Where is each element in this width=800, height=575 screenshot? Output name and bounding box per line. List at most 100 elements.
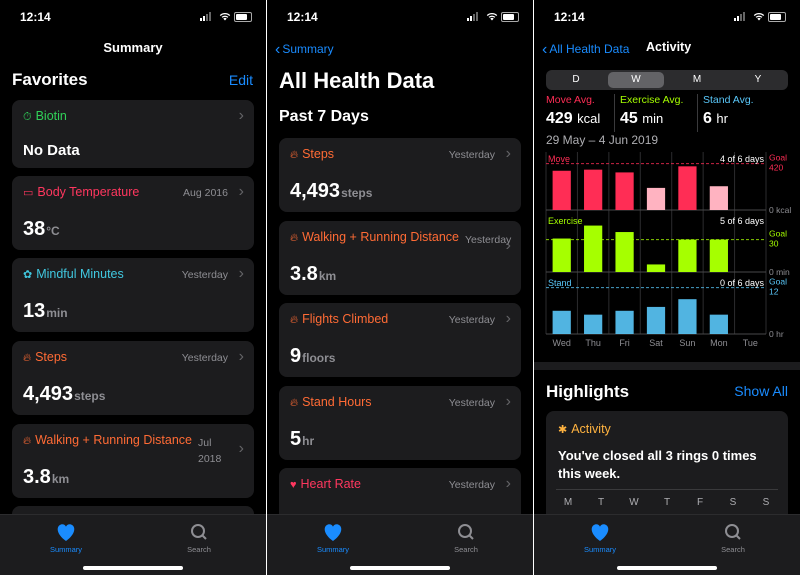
tab-label: Search (187, 545, 211, 554)
highlight-card[interactable]: ✱ Activity You've closed all 3 rings 0 ti… (546, 411, 788, 531)
card-stand-hours[interactable]: 🔥︎ Stand Hours Yesterday › 5hr (279, 386, 521, 460)
card-biotin[interactable]: ⏱ Biotin › No Data (12, 100, 254, 168)
flame-icon: 🔥︎ (23, 352, 32, 364)
segment-month[interactable]: M (692, 74, 702, 85)
card-label: Body Temperature (37, 185, 140, 199)
tab-summary[interactable]: Summary (36, 521, 96, 554)
chart-x-tick-label: Mon (710, 338, 728, 348)
card-date: Yesterday (465, 234, 512, 246)
back-button[interactable]: ‹ All Health Data (542, 40, 629, 58)
tab-search[interactable]: Search (169, 521, 229, 554)
card-value-row: 9floors (290, 345, 335, 368)
chart-goal-label: Goal (769, 229, 787, 239)
chart-x-tick-label: Thu (585, 338, 601, 348)
card-unit: steps (341, 186, 373, 200)
card-value: 4,493 (290, 180, 341, 202)
card-steps[interactable]: 🔥︎ Steps Yesterday › 4,493steps (12, 341, 254, 415)
biotin-icon: ⏱ (23, 111, 32, 123)
chart-bar-exercise (678, 239, 697, 272)
card-walking-running[interactable]: 🔥︎ Walking + Running Distance Jul 2018 › … (12, 424, 254, 498)
chart-series-note: 4 of 6 days (720, 154, 765, 164)
summary-screen: 12:14 Summary Favorites Edit ⏱ Biotin › N… (0, 0, 266, 575)
card-unit: km (51, 472, 70, 486)
chart-series-note: 5 of 6 days (720, 216, 765, 226)
chart-zero-label: 0 kcal (769, 205, 791, 215)
chart-x-tick-label: Tue (743, 338, 758, 348)
card-date: Yesterday (448, 149, 495, 161)
card-steps[interactable]: 🔥︎ Steps Yesterday › 4,493steps (279, 138, 521, 212)
weekday-letter: T (663, 497, 671, 508)
home-indicator (83, 566, 183, 570)
card-label: Stand Hours (302, 395, 372, 409)
segment-day[interactable]: D (572, 74, 580, 85)
heart-icon (324, 524, 342, 541)
tab-label: Summary (583, 545, 617, 554)
nav-title: Summary (103, 40, 163, 55)
chart-bar-move (709, 186, 728, 210)
status-bar: 12:14 (534, 0, 800, 34)
chart-series-label: Stand (548, 278, 572, 288)
card-label-row: 🔥︎ Flights Climbed (290, 312, 388, 327)
flame-icon: 🔥︎ (290, 232, 299, 244)
date-range: 29 May – 4 Jun 2019 (546, 133, 659, 147)
card-date: Aug 2016 (183, 187, 228, 199)
chart-bar-stand (584, 314, 603, 334)
stand-avg-label: Stand Avg. (703, 94, 754, 106)
flame-icon: 🔥︎ (290, 314, 299, 326)
tab-search[interactable]: Search (436, 521, 496, 554)
chevron-right-icon: › (238, 348, 244, 365)
tab-label: Search (454, 545, 478, 554)
card-label-row: ✿ Mindful Minutes (23, 267, 124, 281)
card-value: 9 (290, 345, 302, 367)
card-date: Yesterday (448, 397, 495, 409)
move-avg-value: 429 kcal (546, 110, 600, 128)
card-date: Yesterday (181, 352, 228, 364)
card-value: 3.8 (290, 263, 318, 285)
search-icon (191, 524, 207, 540)
page-title: All Health Data (279, 68, 435, 93)
section-divider (534, 362, 800, 370)
card-mindful-minutes[interactable]: ✿ Mindful Minutes Yesterday › 13min (12, 258, 254, 332)
chart-series-note: 0 of 6 days (720, 278, 765, 288)
chart-bar-exercise (552, 238, 571, 272)
card-value-row: 3.8km (23, 466, 69, 489)
card-label: Flights Climbed (302, 312, 389, 326)
chevron-right-icon: › (505, 393, 511, 410)
card-value: 3.8 (23, 466, 51, 488)
segment-year[interactable]: Y (754, 74, 762, 85)
wifi-icon (486, 13, 498, 21)
avg-unit: kcal (577, 111, 601, 126)
card-label-row: 🔥︎ Stand Hours (290, 395, 372, 410)
tab-label: Summary (316, 545, 350, 554)
battery-icon (501, 12, 519, 22)
search-icon (458, 524, 474, 540)
card-unit: km (318, 269, 337, 283)
card-walking-running[interactable]: 🔥︎ Walking + Running Distance Yesterday ›… (279, 221, 521, 295)
card-body-temperature[interactable]: ▭ Body Temperature Aug 2016 › 38°C (12, 176, 254, 250)
flame-icon: 🔥︎ (290, 397, 299, 409)
avg-number: 45 (620, 110, 638, 127)
tab-search[interactable]: Search (703, 521, 763, 554)
show-all-button[interactable]: Show All (734, 383, 788, 399)
divider (556, 489, 778, 490)
tab-bar: Summary Search (267, 514, 533, 575)
tab-bar: Summary Search (534, 514, 800, 575)
card-value: No Data (23, 142, 80, 159)
weekday-letter: F (696, 497, 704, 508)
status-icons (734, 11, 786, 23)
chart-bar-move (552, 170, 571, 210)
avg-number: 6 (703, 110, 712, 127)
flame-icon: 🔥︎ (23, 435, 32, 447)
back-button[interactable]: ‹ Summary (275, 40, 334, 58)
tab-summary[interactable]: Summary (303, 521, 363, 554)
weekday-letter: M (563, 497, 573, 508)
card-date: Yesterday (448, 314, 495, 326)
back-label: All Health Data (549, 42, 630, 56)
chart-x-tick-label: Wed (553, 338, 571, 348)
card-flights-climbed[interactable]: 🔥︎ Flights Climbed Yesterday › 9floors (279, 303, 521, 377)
card-label: Walking + Running Distance (302, 230, 459, 244)
wifi-icon (219, 13, 231, 21)
edit-button[interactable]: Edit (228, 72, 253, 88)
segment-week[interactable]: W (608, 72, 664, 88)
tab-summary[interactable]: Summary (570, 521, 630, 554)
